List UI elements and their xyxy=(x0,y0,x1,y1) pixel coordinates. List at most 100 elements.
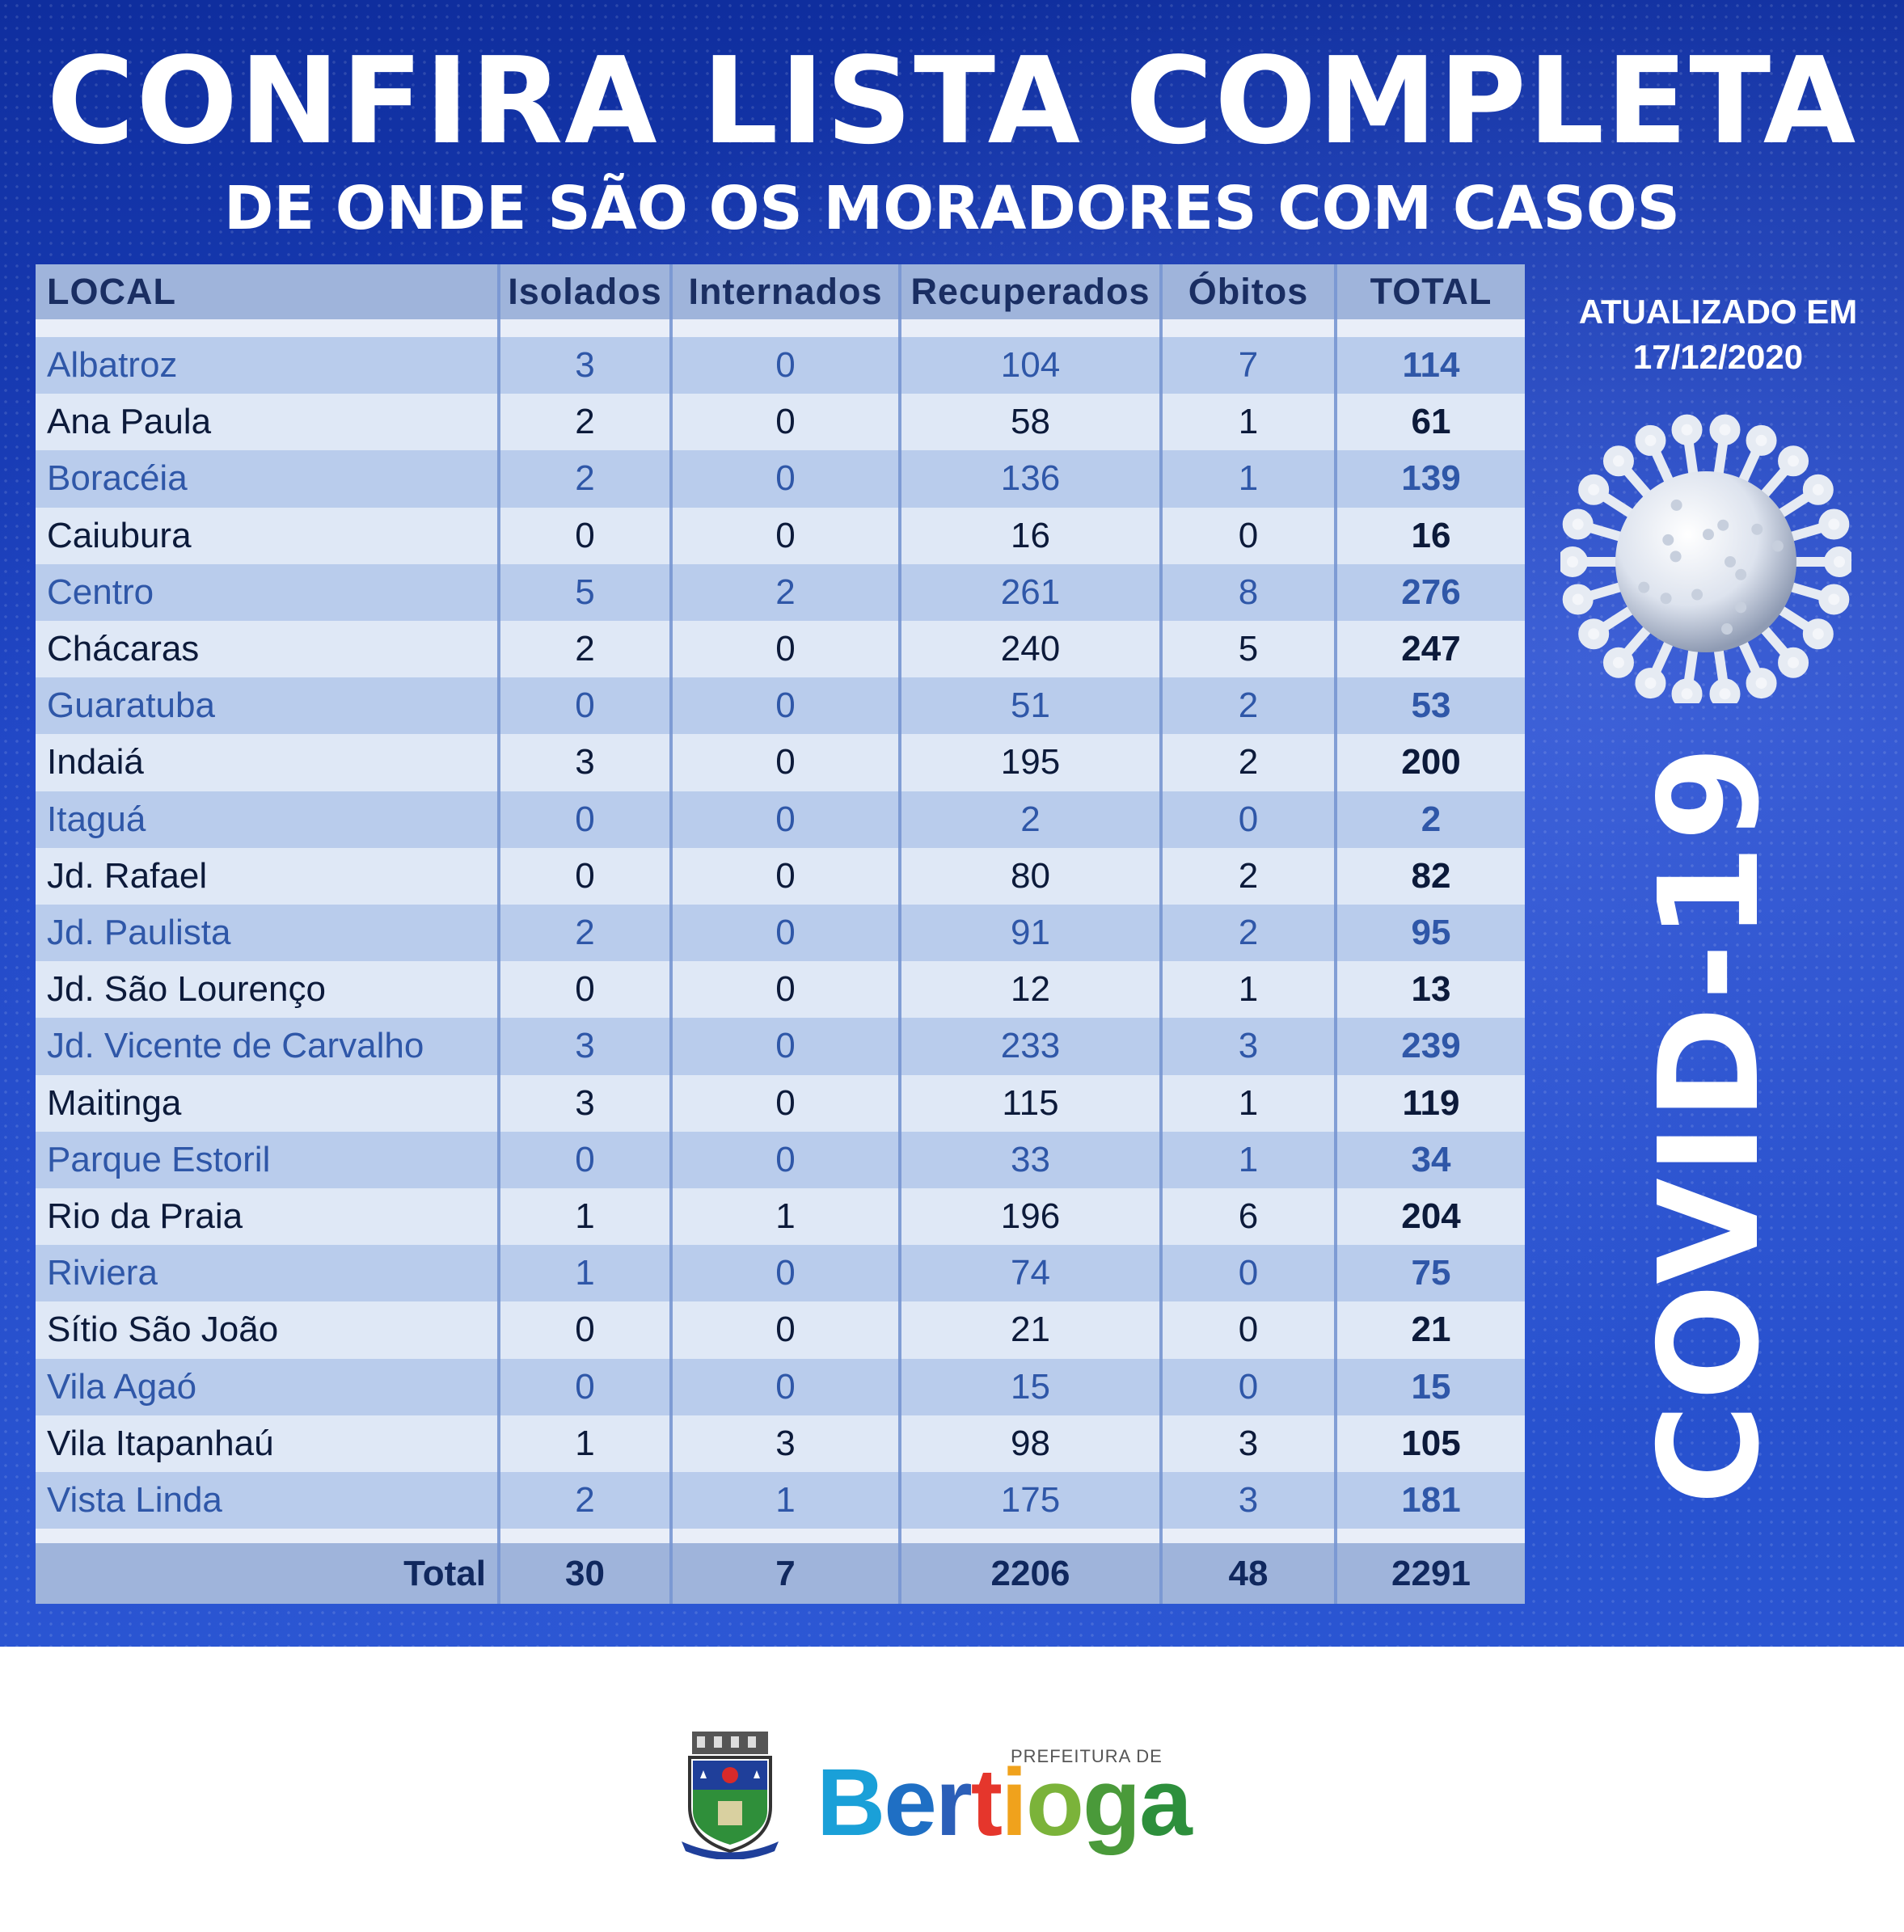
cell-recuperados: 91 xyxy=(901,905,1163,962)
cell-isolados: 1 xyxy=(500,1245,673,1302)
cell-recuperados: 2 xyxy=(901,791,1163,848)
brand-letter: i xyxy=(1001,1749,1028,1856)
brand-letter: r xyxy=(935,1749,973,1856)
bertioga-logo: Bertioga xyxy=(817,1754,1193,1851)
cell-recuperados: 15 xyxy=(901,1358,1163,1415)
cell-isolados: 1 xyxy=(500,1188,673,1246)
virus-surface-stud xyxy=(1670,499,1682,511)
brand-letter: B xyxy=(817,1749,885,1856)
brand-letter: e xyxy=(884,1749,937,1856)
cell-total: 82 xyxy=(1411,855,1451,896)
cell-internados: 0 xyxy=(673,450,901,508)
cell-local: Centro xyxy=(36,563,500,621)
cell-total: 21 xyxy=(1411,1310,1451,1350)
cell-obitos: 3 xyxy=(1163,1472,1337,1529)
cell-isolados: 1 xyxy=(500,1415,673,1472)
table-row: Jd. Rafael 0 0 80 2 82 xyxy=(36,847,1525,905)
cell-recuperados: 12 xyxy=(901,961,1163,1019)
table-row: Maitinga 3 0 115 1 119 xyxy=(36,1074,1525,1132)
table-row: Albatroz 3 0 104 7 114 xyxy=(36,337,1525,394)
cell-obitos: 3 xyxy=(1163,1018,1337,1075)
cell-isolados: 5 xyxy=(500,563,673,621)
cell-internados: 0 xyxy=(673,734,901,791)
cell-recuperados: 136 xyxy=(901,450,1163,508)
cell-isolados: 2 xyxy=(500,450,673,508)
table-row: Vila Agaó 0 0 15 0 15 xyxy=(36,1358,1525,1415)
cell-local: Ana Paula xyxy=(36,394,500,451)
table-row: Itaguá 0 0 2 0 2 xyxy=(36,791,1525,848)
cell-isolados: 3 xyxy=(500,337,673,394)
cell-total: 2 xyxy=(1421,799,1442,839)
table-row: Chácaras 2 0 240 5 247 xyxy=(36,621,1525,678)
table-row: Guaratuba 0 0 51 2 53 xyxy=(36,677,1525,735)
cell-local: Jd. Rafael xyxy=(36,847,500,905)
cell-recuperados: 195 xyxy=(901,734,1163,791)
cell-recuperados: 80 xyxy=(901,847,1163,905)
virus-spike-tip xyxy=(1602,647,1634,678)
cell-internados: 0 xyxy=(673,1245,901,1302)
table-row: Jd. Vicente de Carvalho 3 0 233 3 239 xyxy=(36,1018,1525,1075)
cell-internados: 0 xyxy=(673,1301,901,1359)
cell-internados: 1 xyxy=(673,1472,901,1529)
cell-recuperados: 233 xyxy=(901,1018,1163,1075)
cell-total: 95 xyxy=(1411,913,1451,953)
column-header-internados: Internados xyxy=(673,264,901,319)
cell-local: Jd. São Lourenço xyxy=(36,961,500,1019)
cell-obitos: 7 xyxy=(1163,337,1337,394)
cell-total: 204 xyxy=(1401,1196,1461,1237)
cell-recuperados: 51 xyxy=(901,677,1163,735)
virus-spike-tip xyxy=(1578,474,1610,505)
cell-obitos: 2 xyxy=(1163,734,1337,791)
virus-spike-tip xyxy=(1818,508,1850,540)
cell-total: 114 xyxy=(1402,345,1460,386)
cell-local: Vila Agaó xyxy=(36,1358,500,1415)
cell-total: 2291 xyxy=(1391,1553,1471,1593)
virus-spike-tip xyxy=(1560,546,1588,577)
cell-total: 53 xyxy=(1411,685,1451,726)
cell-internados: 0 xyxy=(673,961,901,1019)
cell-local: Parque Estoril xyxy=(36,1131,500,1188)
covid-label-text: COVID-19 xyxy=(1630,742,1790,1505)
cell-local: Guaratuba xyxy=(36,677,500,735)
cell-recuperados: 74 xyxy=(901,1245,1163,1302)
virus-spike-tip xyxy=(1802,474,1834,505)
column-header-isolados: Isolados xyxy=(500,264,673,319)
virus-surface-stud xyxy=(1751,523,1763,535)
cell-internados: 7 xyxy=(673,1543,901,1605)
cell-local: Maitinga xyxy=(36,1074,500,1132)
virus-surface-stud xyxy=(1638,581,1650,593)
virus-spike-tip xyxy=(1746,668,1777,699)
cell-obitos: 1 xyxy=(1163,1074,1337,1132)
cell-isolados: 3 xyxy=(500,1074,673,1132)
cell-recuperados: 115 xyxy=(901,1074,1163,1132)
cell-total: 75 xyxy=(1411,1253,1451,1293)
virus-spike-tip xyxy=(1824,546,1851,577)
cell-total: 276 xyxy=(1401,572,1461,612)
virus-spike-tip xyxy=(1562,508,1594,540)
cell-obitos: 2 xyxy=(1163,847,1337,905)
cell-total: 61 xyxy=(1411,402,1451,442)
cell-local: Boracéia xyxy=(36,450,500,508)
column-header-total: TOTAL xyxy=(1370,271,1492,312)
cell-isolados: 0 xyxy=(500,1301,673,1359)
cell-total: 247 xyxy=(1401,629,1461,669)
cell-isolados: 2 xyxy=(500,394,673,451)
cell-total: 239 xyxy=(1401,1026,1461,1066)
cell-internados: 3 xyxy=(673,1415,901,1472)
virus-surface-stud xyxy=(1702,529,1714,541)
cell-internados: 0 xyxy=(673,1018,901,1075)
cell-total: 105 xyxy=(1401,1423,1461,1463)
cell-recuperados: 240 xyxy=(901,621,1163,678)
cell-local: Vila Itapanhaú xyxy=(36,1415,500,1472)
table-row: Centro 5 2 261 8 276 xyxy=(36,563,1525,621)
virus-surface-stud xyxy=(1662,534,1674,546)
cell-total: 13 xyxy=(1411,969,1451,1010)
virus-surface-stud xyxy=(1725,556,1736,567)
cell-isolados: 0 xyxy=(500,847,673,905)
table-row: Vista Linda 2 1 175 3 181 xyxy=(36,1472,1525,1529)
cell-internados: 1 xyxy=(673,1188,901,1246)
cell-isolados: 3 xyxy=(500,1018,673,1075)
table-row: Riviera 1 0 74 0 75 xyxy=(36,1245,1525,1302)
cell-obitos: 0 xyxy=(1163,791,1337,848)
updated-value: 17/12/2020 xyxy=(1632,338,1804,376)
